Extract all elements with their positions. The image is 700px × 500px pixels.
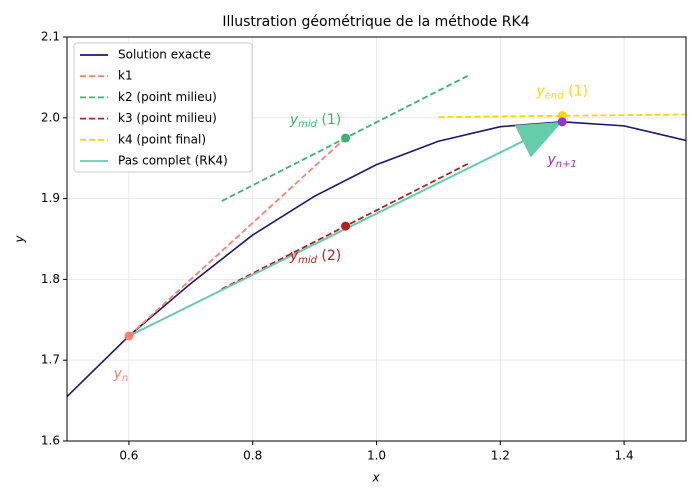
label-rest: (2) — [317, 248, 341, 264]
legend-label: k2 (point milieu) — [118, 90, 217, 104]
point-label: ymid (1) — [289, 112, 341, 130]
label-sub: n — [122, 373, 128, 384]
x-tick-label: 1.4 — [615, 449, 634, 463]
point — [341, 221, 351, 231]
label-sub: mid — [298, 255, 318, 266]
label-base: y — [289, 248, 299, 264]
plot-frame — [66, 36, 687, 442]
label-base: y — [113, 366, 123, 382]
series-line — [128, 137, 347, 337]
y-tick-label: 1.6 — [41, 434, 60, 448]
legend-box — [73, 42, 253, 173]
legend-label: Solution exacte — [118, 48, 211, 62]
arrow-shaft — [128, 140, 524, 337]
x-axis-label: x — [371, 471, 380, 485]
x-tick-label: 1.0 — [367, 449, 386, 463]
x-tick-label: 1.2 — [491, 449, 510, 463]
point-label: yn — [113, 366, 129, 384]
label-rest: (1) — [564, 83, 588, 99]
y-axis-label: y — [13, 235, 27, 244]
label-base: y — [547, 152, 557, 168]
series-line — [438, 113, 686, 118]
label-rest: (1) — [317, 112, 341, 128]
point — [557, 117, 567, 127]
x-tick-label: 0.6 — [119, 449, 138, 463]
x-tick-label: 0.8 — [243, 449, 262, 463]
chart-title: Illustration géométrique de la méthode R… — [222, 14, 529, 30]
point — [341, 133, 351, 143]
label-base: y — [289, 112, 299, 128]
legend-label: k1 — [118, 69, 133, 83]
legend-label: k3 (point milieu) — [118, 111, 217, 125]
legend-label: Pas complet (RK4) — [118, 154, 228, 168]
legend-label: k4 (point final) — [118, 132, 206, 146]
point — [124, 331, 134, 341]
point-label: yn+1 — [547, 152, 577, 170]
series-line — [67, 121, 686, 398]
label-base: y — [535, 83, 545, 99]
point — [557, 110, 567, 120]
arrow-head — [514, 121, 563, 158]
y-tick-label: 1.9 — [41, 191, 60, 205]
label-sub: n+1 — [556, 159, 577, 170]
point-label: yend (1) — [535, 83, 587, 101]
y-tick-label: 2.0 — [41, 110, 60, 124]
label-sub: mid — [298, 119, 318, 130]
y-tick-label: 1.8 — [41, 272, 60, 286]
label-sub: end — [545, 90, 564, 101]
point-label: ymid (2) — [289, 248, 341, 266]
y-tick-label: 2.1 — [41, 30, 60, 44]
y-tick-label: 1.7 — [41, 353, 60, 367]
